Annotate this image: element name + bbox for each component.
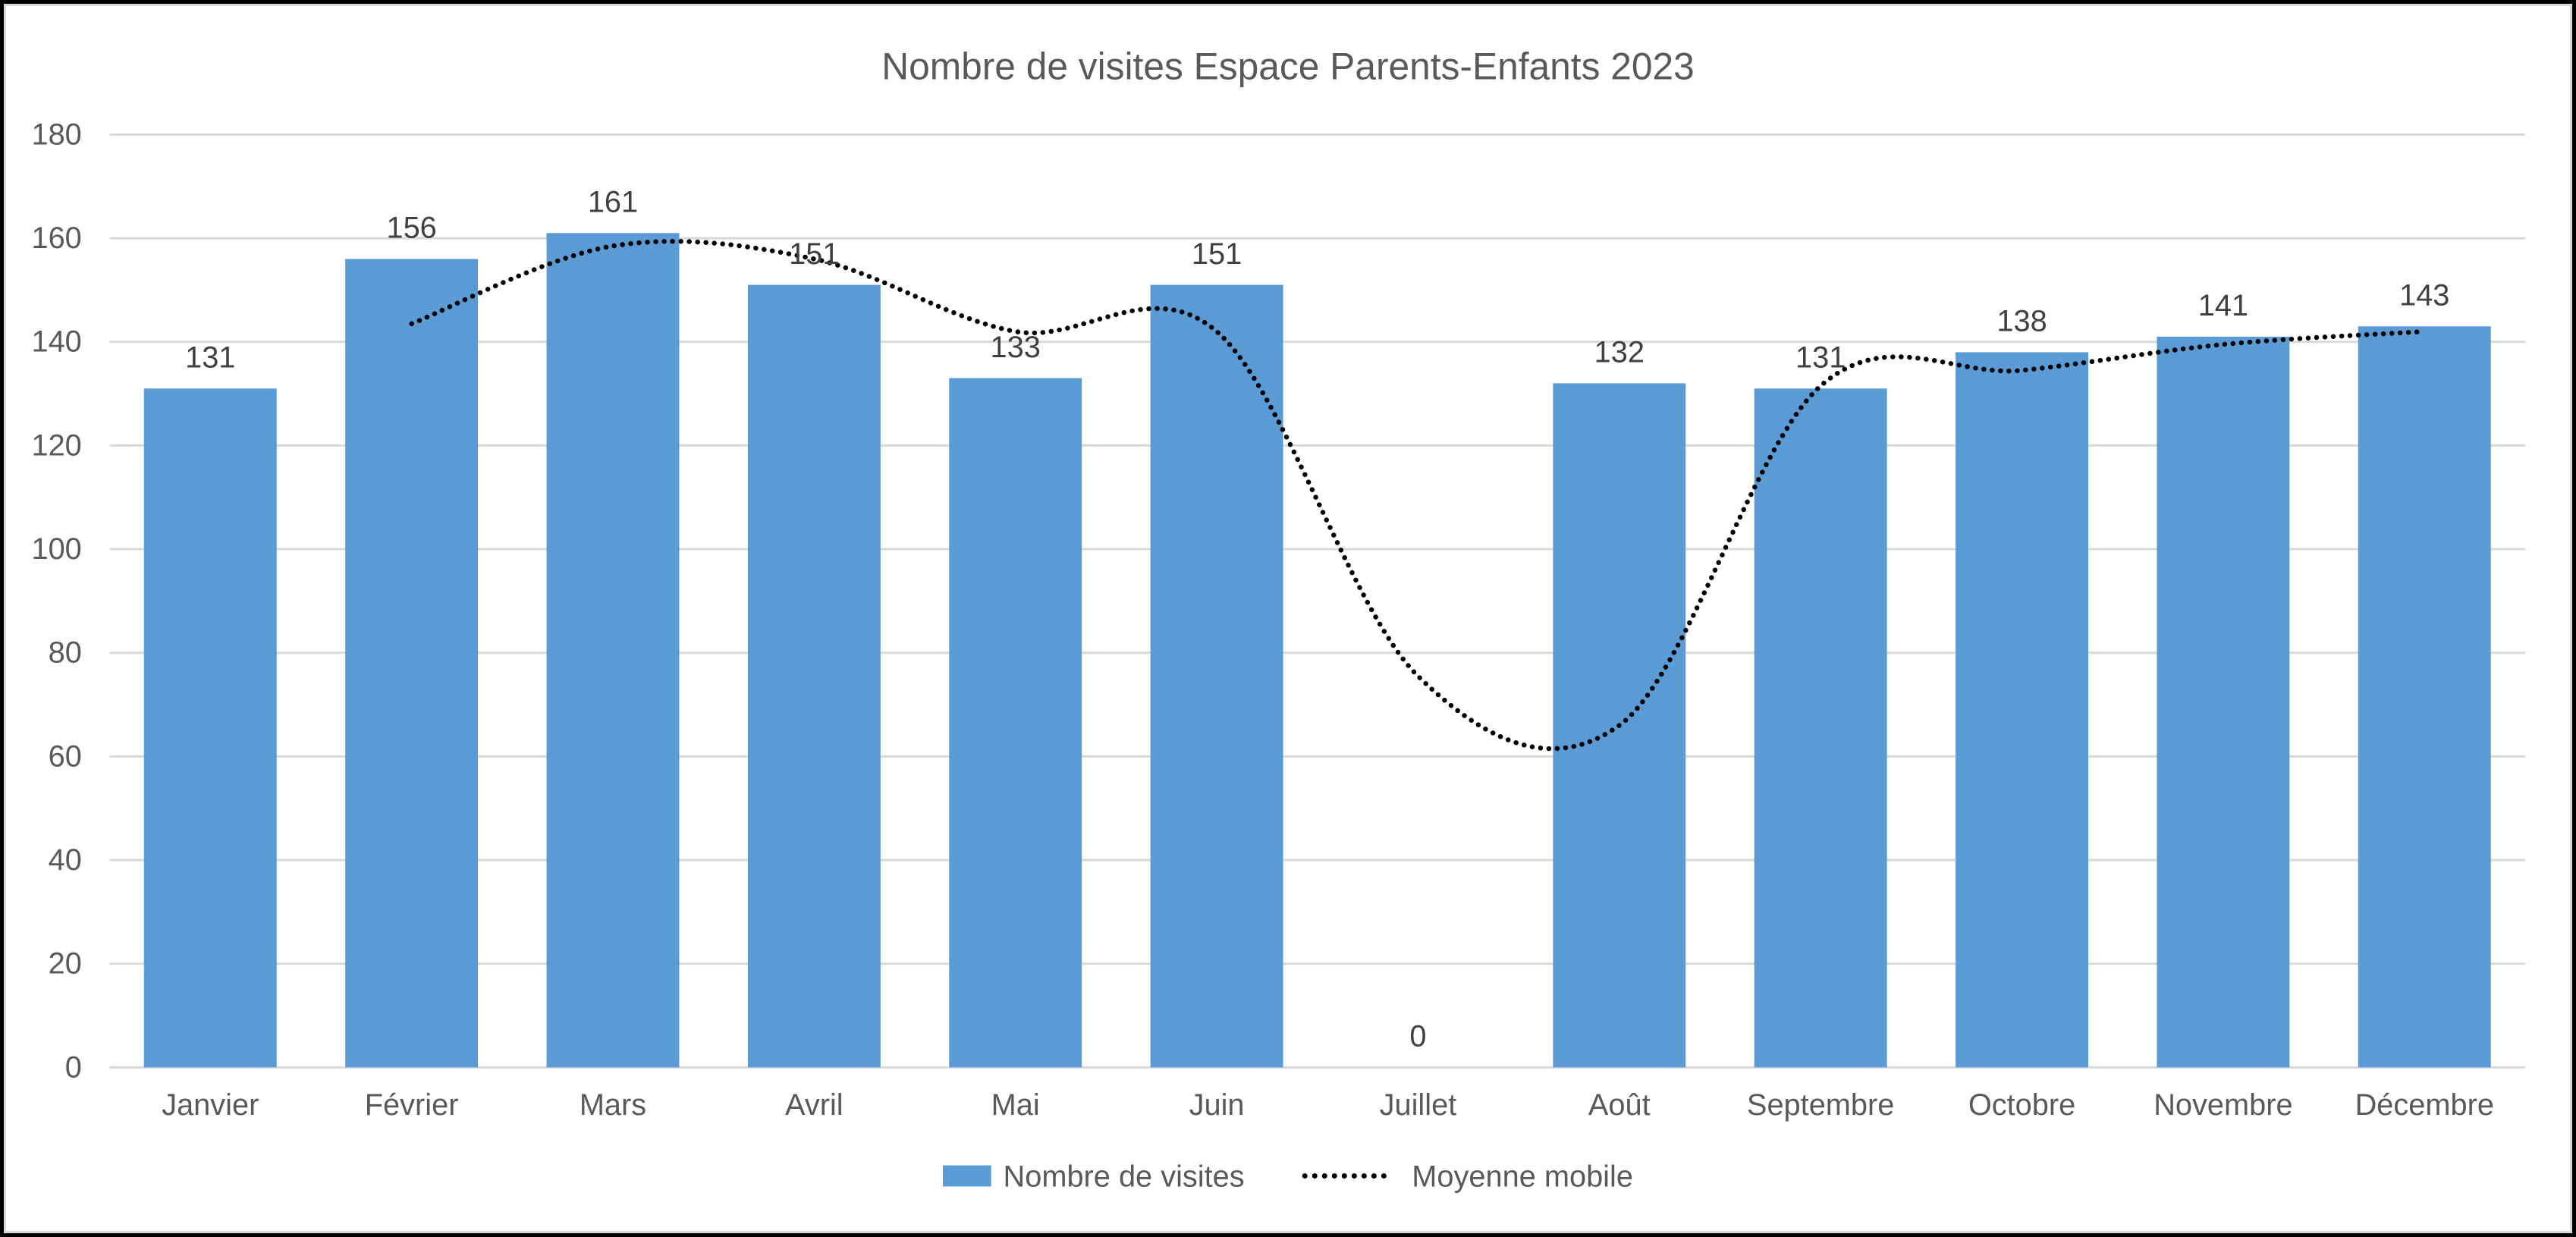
bar-avril[interactable] xyxy=(747,284,881,1068)
x-axis-label-septembre: Septembre xyxy=(1747,1088,1894,1122)
bar-mai[interactable] xyxy=(949,378,1082,1068)
y-axis-tick-label: 180 xyxy=(31,118,81,151)
x-axis-label-novembre: Novembre xyxy=(2153,1088,2292,1122)
bar-juin[interactable] xyxy=(1150,284,1283,1068)
bar-value-label: 132 xyxy=(1594,336,1645,369)
y-axis-tick-label: 20 xyxy=(49,947,82,981)
x-axis-label-décembre: Décembre xyxy=(2355,1088,2494,1122)
legend: Nombre de visites Moyenne mobile xyxy=(943,1160,1633,1193)
x-axis-label-avril: Avril xyxy=(785,1088,843,1122)
x-axis-label-mai: Mai xyxy=(991,1088,1040,1122)
bar-value-label: 156 xyxy=(386,212,436,245)
bar-value-label: 141 xyxy=(2198,289,2248,322)
bar-value-label: 131 xyxy=(185,341,235,374)
bar-octobre[interactable] xyxy=(1956,352,2088,1068)
bar-value-label: 133 xyxy=(991,331,1041,364)
bar-value-label: 138 xyxy=(1996,305,2047,338)
bar-janvier[interactable] xyxy=(143,388,277,1068)
bar-novembre[interactable] xyxy=(2157,336,2290,1068)
bar-value-label: 151 xyxy=(1192,237,1242,271)
x-axis-label-mars: Mars xyxy=(580,1088,646,1122)
y-axis-tick-label: 80 xyxy=(49,636,82,670)
legend-label-visites[interactable]: Nombre de visites xyxy=(1004,1160,1245,1193)
y-axis-tick-label: 160 xyxy=(31,221,81,255)
y-axis-tick-label: 100 xyxy=(31,532,81,566)
bar-value-label: 0 xyxy=(1409,1020,1426,1053)
bar-février[interactable] xyxy=(345,259,479,1068)
bar-décembre[interactable] xyxy=(2358,326,2491,1068)
x-axis-label-juillet: Juillet xyxy=(1380,1088,1457,1122)
legend-label-moyenne[interactable]: Moyenne mobile xyxy=(1412,1160,1633,1193)
legend-swatch-bar[interactable] xyxy=(943,1165,991,1187)
y-axis-tick-label: 60 xyxy=(49,739,82,773)
moving-average-line[interactable] xyxy=(409,238,2427,752)
y-axis-tick-label: 140 xyxy=(31,325,81,359)
bar-value-label: 143 xyxy=(2399,278,2449,312)
bar-value-label: 161 xyxy=(588,185,638,218)
bar-septembre[interactable] xyxy=(1754,388,1887,1068)
x-axis-label-février: Février xyxy=(365,1088,459,1122)
x-axis-label-août: Août xyxy=(1588,1088,1651,1122)
x-axis-label-octobre: Octobre xyxy=(1968,1088,2075,1122)
y-axis-tick-label: 120 xyxy=(31,429,81,462)
x-axis-label-juin: Juin xyxy=(1189,1088,1245,1122)
bar-value-label: 151 xyxy=(789,237,839,271)
x-axis-label-janvier: Janvier xyxy=(162,1088,259,1122)
y-axis-tick-label: 40 xyxy=(49,843,82,877)
chart-title: Nombre de visites Espace Parents-Enfants… xyxy=(881,45,1695,87)
bar-value-label: 131 xyxy=(1795,341,1846,374)
visits-combo-chart: Nombre de visites Espace Parents-Enfants… xyxy=(31,45,2525,1193)
y-axis-tick-label: 0 xyxy=(65,1050,82,1084)
bar-mars[interactable] xyxy=(546,233,680,1068)
